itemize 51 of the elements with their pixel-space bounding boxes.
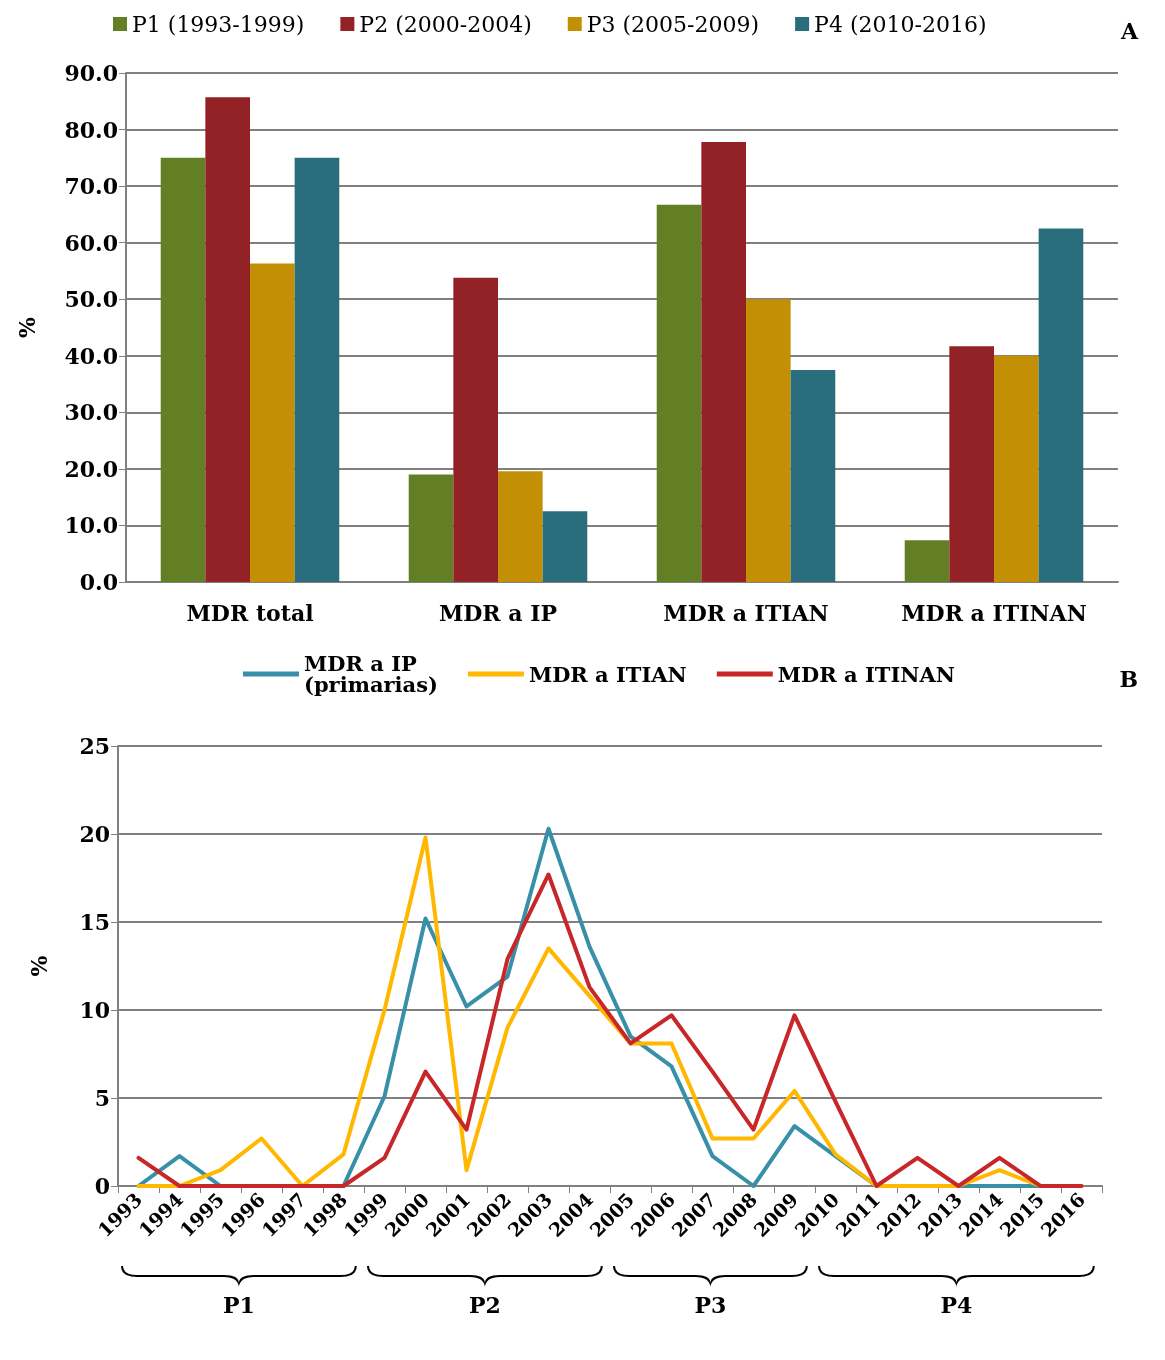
bar: [656, 204, 702, 582]
legend-label: P3 (2005-2009): [586, 11, 760, 37]
y-tick-label: 80.0: [64, 116, 118, 143]
y-tick-label: 40.0: [64, 342, 118, 369]
bar: [904, 540, 950, 582]
y-tick-label: 0.0: [79, 569, 118, 595]
bar: [790, 369, 836, 582]
y-tick-label: 25: [79, 733, 110, 759]
y-tick-label: 10.0: [64, 512, 118, 539]
y-axis-title: %: [14, 316, 40, 338]
legend-label: P2 (2000-2004): [359, 11, 532, 37]
y-axis-title: %: [26, 955, 52, 977]
y-tick-label: 70.0: [64, 173, 118, 200]
bar: [294, 157, 340, 582]
x-tick-label: MDR a IP: [438, 600, 558, 626]
y-tick-label: 10: [79, 997, 110, 1023]
bar: [453, 277, 498, 582]
text: P3: [694, 1292, 727, 1318]
x-tick-label: MDR a ITINAN: [901, 600, 1087, 626]
legend-label: MDR a ITIAN: [528, 661, 687, 687]
bar: [205, 97, 250, 582]
y-tick-label: 50.0: [64, 286, 118, 313]
legend-label: P1 (1993-1999): [132, 11, 305, 37]
text: P1: [222, 1292, 255, 1318]
y-tick-label: 15: [79, 909, 110, 935]
y-tick-label: 20: [79, 821, 110, 847]
bar: [250, 263, 295, 582]
bar: [994, 355, 1039, 582]
y-tick-label: 0: [94, 1173, 110, 1199]
legend-label: MDR a IP (primarias): [304, 651, 438, 697]
y-tick-label: 30.0: [64, 399, 118, 426]
text: A: [1119, 18, 1139, 44]
x-tick-label: MDR a ITIAN: [663, 600, 829, 626]
y-tick-label: 5: [94, 1085, 110, 1111]
bar: [1038, 228, 1084, 582]
y-tick-label: 60.0: [64, 229, 118, 256]
bar: [160, 157, 206, 582]
bar: [949, 346, 994, 582]
text: B: [1119, 666, 1139, 692]
legend-label: MDR a ITINAN: [777, 661, 955, 687]
text: P2: [468, 1292, 501, 1318]
bar: [542, 511, 588, 582]
bar: [746, 299, 791, 582]
bar: [408, 474, 454, 582]
x-tick-label: MDR total: [186, 600, 314, 626]
y-tick-label: 20.0: [64, 455, 118, 482]
bar: [498, 471, 543, 582]
legend-label: P4 (2010-2016): [814, 11, 987, 37]
text: P4: [940, 1292, 973, 1318]
bar: [701, 142, 746, 582]
y-tick-label: 90.0: [64, 60, 118, 86]
